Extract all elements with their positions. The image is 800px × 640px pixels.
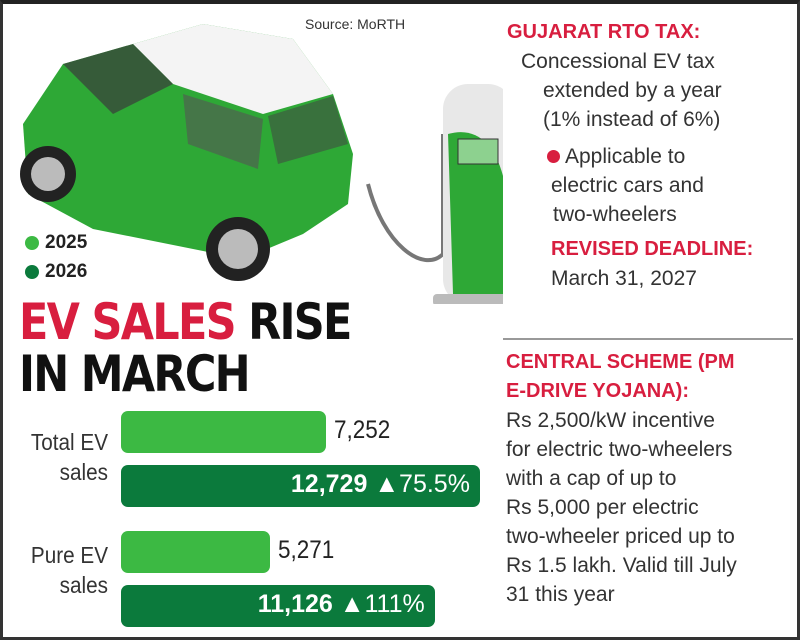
change-text: ▲75.5% bbox=[374, 470, 470, 498]
bullet-line: two-wheelers bbox=[553, 203, 677, 226]
value-label-total-2025: 7,252 bbox=[333, 416, 390, 444]
category-label-line: sales bbox=[59, 459, 108, 485]
bullet-line: Applicable to bbox=[565, 145, 686, 168]
gujarat-section: GUJARAT RTO TAX: Concessional EV tax ext… bbox=[507, 18, 753, 293]
central-line: Rs 5,000 per electric bbox=[506, 496, 699, 519]
category-label-line: sales bbox=[59, 572, 108, 598]
bullet-line: electric cars and bbox=[551, 174, 704, 197]
value-text: 11,126 bbox=[257, 590, 333, 618]
divider bbox=[503, 338, 793, 340]
category-label-pure: Pure EV sales bbox=[23, 540, 108, 600]
central-heading: CENTRAL SCHEME (PM bbox=[506, 351, 735, 373]
bar-pure-2026: 11,126 ▲111% bbox=[121, 585, 435, 627]
central-line: 31 this year bbox=[506, 583, 615, 606]
gujarat-heading: GUJARAT RTO TAX: bbox=[507, 21, 701, 43]
central-heading: E-DRIVE YOJANA): bbox=[506, 380, 689, 402]
gujarat-line: (1% instead of 6%) bbox=[543, 108, 721, 131]
category-label-total: Total EV sales bbox=[23, 427, 108, 487]
legend-label: 2025 bbox=[45, 232, 88, 253]
legend-swatch bbox=[25, 265, 39, 279]
legend-label: 2026 bbox=[45, 261, 88, 282]
ev-car-charger-illustration bbox=[20, 24, 503, 304]
legend-swatch bbox=[25, 236, 39, 250]
central-line: for electric two-wheelers bbox=[506, 438, 733, 461]
value-text: 12,729 bbox=[290, 470, 368, 498]
headline-black: RISE bbox=[234, 293, 352, 351]
charger-icon bbox=[366, 84, 503, 304]
gujarat-line: extended by a year bbox=[543, 79, 722, 102]
value-label-total-2026: 12,729 ▲75.5% bbox=[291, 470, 470, 499]
gujarat-line: Concessional EV tax bbox=[521, 50, 715, 73]
bullet-icon bbox=[547, 150, 560, 163]
bar-total-2025 bbox=[121, 411, 326, 453]
category-label-line: Pure EV bbox=[30, 542, 108, 568]
central-line: Rs 1.5 lakh. Valid till July bbox=[506, 554, 737, 577]
source-note: Source: MoRTH bbox=[305, 16, 406, 32]
headline-red: EV SALES bbox=[19, 293, 237, 351]
central-line: with a cap of up to bbox=[506, 467, 677, 490]
central-line: Rs 2,500/kW incentive bbox=[506, 409, 715, 432]
legend-item-2025: 2025 bbox=[25, 232, 87, 254]
central-scheme-section: CENTRAL SCHEME (PM E-DRIVE YOJANA): Rs 2… bbox=[506, 348, 737, 609]
headline: EV SALES RISE IN MARCH bbox=[19, 293, 352, 403]
deadline-date: March 31, 2027 bbox=[551, 267, 697, 290]
value-label-pure-2026: 11,126 ▲111% bbox=[258, 590, 425, 619]
central-line: two-wheeler priced up to bbox=[506, 525, 735, 548]
headline-line2: IN MARCH bbox=[19, 345, 251, 403]
deadline-heading: REVISED DEADLINE: bbox=[551, 238, 754, 260]
bar-pure-2025 bbox=[121, 531, 270, 573]
value-label-pure-2025: 5,271 bbox=[277, 536, 334, 564]
category-label-line: Total EV bbox=[30, 429, 108, 455]
legend-item-2026: 2026 bbox=[25, 261, 87, 283]
car-icon bbox=[20, 24, 353, 281]
bar-total-2026: 12,729 ▲75.5% bbox=[121, 465, 480, 507]
change-text: ▲111% bbox=[339, 590, 425, 618]
